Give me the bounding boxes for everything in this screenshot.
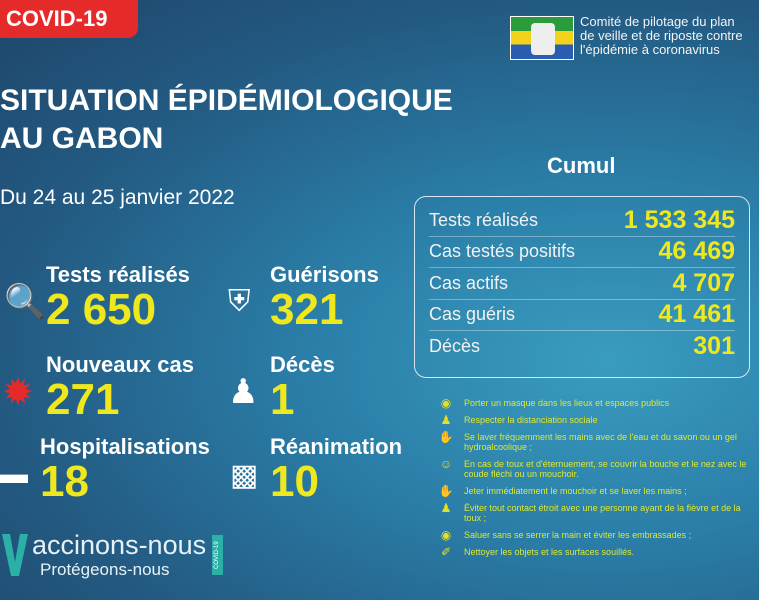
org-line: Comité de pilotage du plan (580, 14, 735, 29)
cumul-row: Tests réalisés 1 533 345 (429, 205, 735, 237)
date-range: Du 24 au 25 janvier 2022 (0, 186, 235, 209)
stat-label: Guérisons (270, 262, 379, 287)
covid-badge: COVID-19 (0, 0, 138, 38)
advice-item: ♟ Respecter la distanciation sociale (436, 413, 756, 427)
advice-item: ◉ Saluer sans se serrer la main et éviter… (436, 528, 756, 542)
advice-item: ✋ Jeter immédiatement le mouchoir et se l… (436, 484, 756, 498)
no-handshake-icon: ◉ (440, 528, 452, 542)
advice-list: ◉ Porter un masque dans les lieux et espa… (436, 396, 756, 564)
stat-deaths: Décès 1 (270, 352, 335, 422)
slogan-line: accinons-nous (32, 530, 207, 560)
advice-text: Jeter immédiatement le mouchoir et se la… (464, 486, 687, 496)
advice-text: Respecter la distanciation sociale (464, 415, 598, 425)
vaccination-slogan: accinons-nous Protégeons-nous COVID-19 (0, 530, 224, 580)
cumul-label: Tests réalisés (429, 209, 539, 230)
stat-label: Nouveaux cas (46, 352, 194, 377)
org-line: de veille et de riposte contre (580, 28, 743, 43)
org-line: l'épidémie à coronavirus (580, 42, 720, 57)
distance-icon: ♟ (440, 501, 452, 515)
cumul-value: 301 (693, 332, 735, 361)
cumul-title: Cumul (547, 153, 616, 178)
slogan-line: Protégeons-nous (40, 560, 170, 579)
handwash-icon: ✋ (438, 430, 454, 444)
title-line: SITUATION ÉPIDÉMIOLOGIQUE (0, 84, 453, 117)
cumul-label: Décès (429, 336, 481, 357)
magnifier-icon: 🔍 (4, 283, 47, 321)
advice-item: ✐ Nettoyer les objets et les surfaces sou… (436, 545, 756, 559)
gabon-logo (510, 16, 574, 60)
advice-text: Porter un masque dans les lieux et espac… (464, 398, 670, 408)
cumul-row: Cas guéris 41 461 (429, 300, 735, 331)
cumul-table: Tests réalisés 1 533 345 Cas testés posit… (414, 196, 750, 378)
stat-recoveries: Guérisons 321 (270, 262, 379, 332)
advice-text: Nettoyer les objets et les surfaces soui… (464, 547, 635, 557)
victory-hand-icon (2, 534, 28, 576)
advice-item: ♟ Éviter tout contact étroit avec une per… (436, 501, 756, 523)
cumul-row: Cas testés positifs 46 469 (429, 237, 735, 268)
cumul-row: Cas actifs 4 707 (429, 268, 735, 300)
cough-icon: ☺ (439, 457, 453, 471)
title-line: AU GABON (0, 122, 164, 155)
advice-text: Éviter tout contact étroit avec une pers… (464, 503, 741, 523)
cumul-value: 4 707 (672, 268, 735, 297)
virus-icon: ✹ (2, 372, 34, 414)
stat-new-cases: Nouveaux cas 271 (46, 352, 194, 422)
mask-icon: ◉ (440, 396, 452, 410)
cumul-label: Cas testés positifs (429, 241, 576, 262)
cumul-label: Cas guéris (429, 304, 516, 325)
advice-text: En cas de toux et d'éternuement, se couv… (464, 459, 747, 479)
stat-icu: Réanimation 10 (270, 434, 402, 504)
stat-value: 2 650 (46, 285, 157, 334)
cumul-value: 1 533 345 (623, 205, 735, 234)
stat-label: Réanimation (270, 434, 403, 459)
stat-hospitalizations: Hospitalisations 18 (40, 434, 210, 504)
stat-tests: Tests réalisés 2 650 (46, 262, 190, 332)
stat-value: 10 (270, 457, 319, 506)
cumul-value: 41 461 (658, 300, 735, 329)
advice-item: ☺ En cas de toux et d'éternuement, se cou… (436, 457, 756, 479)
stat-value: 321 (270, 285, 344, 334)
advice-item: ◉ Porter un masque dans les lieux et espa… (436, 396, 756, 410)
cumul-label: Cas actifs (429, 272, 509, 293)
cumul-value: 46 469 (658, 237, 735, 266)
handwash-icon: ✋ (438, 484, 454, 498)
page-title: SITUATION ÉPIDÉMIOLOGIQUE AU GABON (0, 82, 453, 158)
slogan-text: accinons-nous Protégeons-nous (32, 530, 206, 580)
advice-text: Saluer sans se serrer la main et éviter … (464, 530, 692, 540)
oxygen-tank-icon: ▩ (230, 459, 259, 492)
cleaning-icon: ✐ (440, 545, 452, 559)
shield-virus-icon: ⛨ (228, 285, 251, 318)
covid-tag: COVID-19 (212, 535, 224, 575)
distance-icon: ♟ (440, 413, 452, 427)
cumul-row: Décès 301 (429, 331, 735, 363)
stat-label: Décès (270, 352, 335, 377)
advice-text: Se laver fréquemment les mains avec de l… (464, 432, 737, 452)
stat-value: 271 (46, 375, 120, 424)
stat-label: Tests réalisés (46, 262, 190, 287)
stat-value: 1 (270, 375, 295, 424)
stat-label: Hospitalisations (40, 434, 210, 459)
stat-value: 18 (40, 457, 89, 506)
person-cross-icon: ♟ (228, 373, 259, 411)
advice-item: ✋ Se laver fréquemment les mains avec de … (436, 430, 756, 452)
organization-name: Comité de pilotage du plan de veille et … (580, 15, 743, 57)
hospital-bed-icon: ▬ (0, 458, 28, 489)
